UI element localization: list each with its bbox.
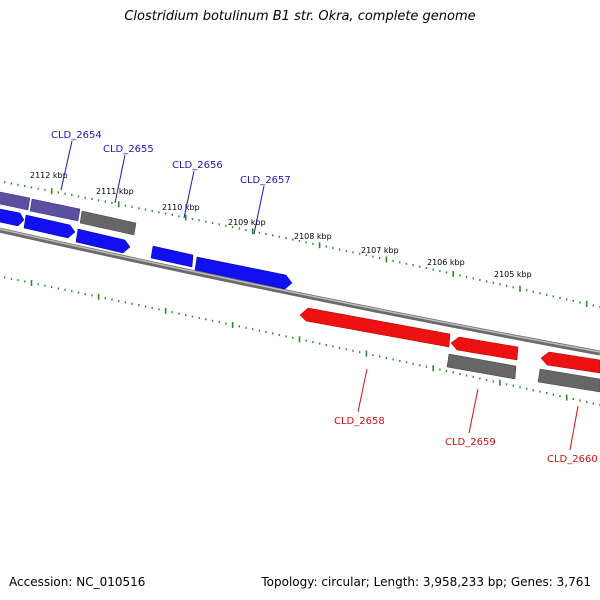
- gene-label-cld-2659[interactable]: CLD_2659: [445, 437, 496, 448]
- tick-label: 2109 kbp: [228, 218, 266, 227]
- tick-label: 2105 kbp: [494, 270, 532, 279]
- leader-line: [60, 140, 73, 191]
- tick-label: 2107 kbp: [361, 246, 399, 255]
- gene-arrow-forward[interactable]: [29, 198, 81, 222]
- gene-label-cld-2655[interactable]: CLD_2655: [103, 144, 154, 155]
- reverse-gene-row-upper: [299, 307, 600, 374]
- tick-label: 2112 kbp: [30, 171, 68, 180]
- tick-label: 2111 kbp: [96, 187, 134, 196]
- upper-tick-track: [3, 181, 600, 308]
- gene-arrow-forward[interactable]: [23, 214, 76, 239]
- gene-arrow-forward[interactable]: [0, 191, 31, 211]
- gene-arrow-reverse[interactable]: [450, 336, 519, 361]
- genome-summary-text: Topology: circular; Length: 3,958,233 bp…: [261, 575, 591, 589]
- leader-line: [183, 170, 195, 219]
- gene-arrow-reverse[interactable]: [540, 351, 600, 374]
- tick-label: 2110 kbp: [162, 203, 200, 212]
- leader-line: [468, 388, 479, 434]
- reverse-gene-labels: CLD_2658 CLD_2659 CLD_2660: [334, 416, 598, 465]
- leader-line: [253, 185, 265, 235]
- tick-label: 2108 kbp: [294, 232, 332, 241]
- tick-label-group: 2112 kbp 2111 kbp 2110 kbp 2109 kbp 2108…: [30, 171, 532, 279]
- gene-label-cld-2656[interactable]: CLD_2656: [172, 160, 223, 171]
- forward-gene-labels: CLD_2654 CLD_2655 CLD_2656 CLD_2657: [51, 130, 291, 186]
- forward-gene-row-lower: [0, 208, 293, 290]
- gene-arrow-forward[interactable]: [75, 228, 131, 254]
- leader-line: [114, 154, 126, 204]
- tick-label: 2106 kbp: [427, 258, 465, 267]
- gene-arrow-forward[interactable]: [150, 245, 194, 268]
- gene-arrow-reverse[interactable]: [299, 307, 451, 348]
- gene-arrow-pseudo[interactable]: [446, 353, 517, 380]
- gene-label-cld-2660[interactable]: CLD_2660: [547, 454, 598, 465]
- forward-gene-row-upper: [0, 191, 137, 236]
- accession-text: Accession: NC_010516: [9, 575, 146, 589]
- genome-backbone: [0, 227, 600, 356]
- leader-line: [357, 368, 368, 413]
- genome-title: Clostridium botulinum B1 str. Okra, comp…: [124, 9, 476, 24]
- genome-backbone-highlight: [0, 228, 600, 353]
- gene-arrow-pseudo[interactable]: [537, 368, 600, 393]
- gene-arrow-forward[interactable]: [0, 208, 25, 227]
- forward-label-leaders: [60, 140, 265, 235]
- reverse-gene-row-lower: [446, 353, 600, 393]
- gene-label-cld-2658[interactable]: CLD_2658: [334, 416, 385, 427]
- lower-tick-track: [3, 276, 600, 406]
- gene-label-cld-2654[interactable]: CLD_2654: [51, 130, 102, 141]
- gene-label-cld-2657[interactable]: CLD_2657: [240, 175, 291, 186]
- gene-arrow-forward[interactable]: [194, 256, 293, 290]
- reverse-label-leaders: [357, 368, 579, 451]
- leader-line: [569, 405, 579, 451]
- gene-arrow-pseudo[interactable]: [79, 210, 137, 236]
